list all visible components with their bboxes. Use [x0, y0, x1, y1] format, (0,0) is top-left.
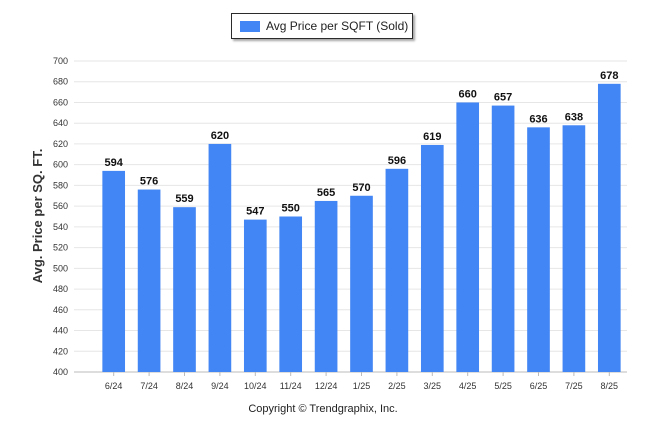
y-tick-label: 680	[53, 77, 68, 87]
copyright-footer: Copyright © Trendgraphix, Inc.	[248, 403, 398, 415]
x-tick-label: 7/24	[140, 381, 158, 391]
y-tick-label: 420	[53, 346, 68, 356]
data-label: 638	[565, 111, 583, 123]
bar	[350, 195, 373, 372]
data-label: 576	[140, 176, 158, 188]
data-label: 570	[352, 182, 370, 194]
bar	[314, 200, 338, 372]
y-tick-label: 480	[53, 284, 68, 294]
data-labels: 594 576 559 620 547 550 565 570 596 619 660 657 636 6…	[105, 70, 619, 218]
legend: Avg Price per SQFT (Sold)	[231, 13, 413, 39]
bar	[597, 83, 621, 372]
bar	[527, 127, 550, 372]
bar	[562, 125, 586, 372]
y-tick-label: 440	[53, 326, 68, 336]
x-tick-label: 6/24	[105, 381, 123, 391]
x-tick-label: 6/25	[530, 381, 548, 391]
y-tick-label: 400	[53, 367, 68, 377]
y-axis-ticks: 400 420 440 460 480 500 520 540 560 580 600 620 640 6…	[53, 56, 68, 377]
data-label: 678	[600, 70, 618, 82]
y-tick-label: 560	[53, 201, 68, 211]
x-tick-label: 9/24	[211, 381, 229, 391]
data-label: 620	[211, 130, 229, 142]
data-label: 550	[282, 203, 300, 215]
data-label: 565	[317, 187, 335, 199]
data-label: 559	[175, 193, 193, 205]
y-tick-label: 580	[53, 180, 68, 190]
x-tick-label: 8/24	[176, 381, 194, 391]
y-tick-label: 500	[53, 263, 68, 273]
y-axis-label: Avg. Price per SQ. FT.	[30, 149, 45, 284]
y-tick-label: 520	[53, 243, 68, 253]
x-tick-label: 2/25	[388, 381, 406, 391]
bar	[279, 216, 303, 372]
bar	[456, 102, 480, 372]
bars	[102, 83, 621, 373]
data-label: 657	[494, 92, 512, 104]
data-label: 594	[105, 157, 124, 169]
data-label: 660	[459, 88, 477, 100]
x-tick-label: 12/24	[315, 381, 338, 391]
y-tick-label: 460	[53, 305, 68, 315]
y-tick-label: 540	[53, 222, 68, 232]
legend-swatch	[240, 20, 260, 32]
data-label: 547	[246, 206, 264, 218]
x-tick-label: 4/25	[459, 381, 477, 391]
data-label: 619	[423, 131, 441, 143]
bar	[137, 189, 161, 372]
bar	[173, 207, 196, 372]
y-tick-label: 700	[53, 56, 68, 66]
bar	[208, 143, 232, 372]
bar	[243, 219, 267, 372]
data-label: 636	[529, 113, 547, 125]
x-tick-label: 11/24	[280, 381, 302, 391]
bar	[385, 168, 409, 372]
x-tick-label: 7/25	[565, 381, 583, 391]
bar	[102, 170, 126, 372]
bar	[491, 105, 515, 373]
y-tick-label: 660	[53, 97, 68, 107]
y-tick-label: 640	[53, 118, 68, 128]
x-tick-label: 5/25	[494, 381, 512, 391]
y-tick-label: 620	[53, 139, 68, 149]
x-tick-label: 10/24	[244, 381, 267, 391]
bar	[420, 144, 444, 372]
x-tick-label: 8/25	[601, 381, 619, 391]
legend-label: Avg Price per SQFT (Sold)	[266, 19, 409, 33]
data-label: 596	[388, 155, 406, 167]
x-tick-label: 3/25	[424, 381, 442, 391]
bar-chart: 400 420 440 460 480 500 520 540 560 580 600 620 640 6…	[30, 56, 627, 391]
x-tick-label: 1/25	[353, 381, 371, 391]
x-axis-ticks: 6/24 7/24 8/24 9/24 10/24 11/24 12/24 1/25 2/25 3…	[105, 372, 618, 391]
y-tick-label: 600	[53, 160, 68, 170]
